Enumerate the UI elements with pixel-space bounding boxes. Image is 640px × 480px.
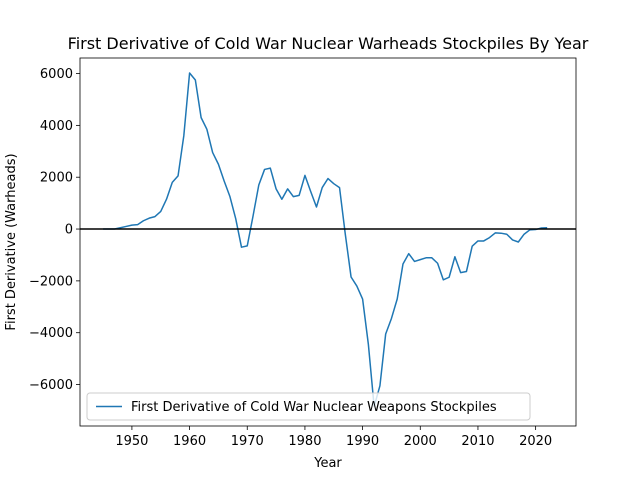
x-tick-label: 1990 [346,434,379,449]
x-tick-label: 2000 [404,434,437,449]
plot-frame [79,57,577,427]
y-tick-label: 6000 [40,67,73,82]
y-tick-label: 0 [65,223,73,238]
axes: 1950 1960 1970 1980 1990 2000 2010 2020 −6000 −40… [29,57,577,449]
chart-title: First Derivative of Cold War Nuclear War… [68,34,589,53]
x-axis-label: Year [313,456,342,471]
legend-label: First Derivative of Cold War Nuclear Wea… [131,400,497,415]
x-tick-label: 1950 [115,434,148,449]
legend-box [86,392,531,421]
y-tick-label: −6000 [29,378,73,393]
x-tick-label: 2020 [519,434,552,449]
x-tick-label: 2010 [461,434,494,449]
y-tick-label: −4000 [29,326,73,341]
legend: First Derivative of Cold War Nuclear Wea… [86,392,531,421]
y-tick-label: −2000 [29,274,73,289]
x-tick-label: 1960 [173,434,206,449]
series-line-0 [103,72,548,408]
y-axis-label: First Derivative (Warheads) [4,153,19,330]
y-tick-label: 2000 [40,171,73,186]
y-tick-label: 4000 [40,119,73,134]
plot-area [80,72,576,408]
x-tick-label: 1980 [288,434,321,449]
x-tick-label: 1970 [231,434,264,449]
